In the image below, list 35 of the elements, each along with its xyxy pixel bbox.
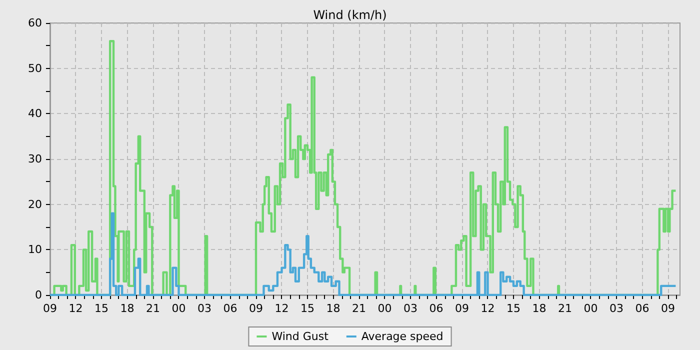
x-tick-label: 03 xyxy=(609,302,624,315)
y-tick-label: 10 xyxy=(28,243,42,256)
x-tick-label: 09 xyxy=(248,302,263,315)
x-tick-label: 06 xyxy=(223,302,238,315)
x-tick-label: 00 xyxy=(172,302,186,315)
x-tick-label: 12 xyxy=(480,302,495,315)
legend-label: Average speed xyxy=(361,330,444,343)
y-tick-label: 30 xyxy=(28,152,42,166)
x-tick-label: 03 xyxy=(197,302,212,315)
x-tick-label: 12 xyxy=(274,302,289,315)
y-tick-label: 40 xyxy=(28,107,42,120)
y-tick-label: 20 xyxy=(28,198,42,211)
x-tick-label: 00 xyxy=(378,302,392,315)
x-tick-label: 03 xyxy=(403,302,418,315)
x-tick-label: 00 xyxy=(584,302,598,315)
x-tick-label: 18 xyxy=(326,302,340,315)
x-tick-label: 18 xyxy=(120,302,134,315)
x-tick-label: 21 xyxy=(146,302,160,315)
x-tick-label: 21 xyxy=(558,302,572,315)
x-tick-label: 12 xyxy=(68,302,83,315)
x-tick-label: 06 xyxy=(429,302,444,315)
y-tick-label: 0 xyxy=(35,288,42,302)
x-tick-label: 15 xyxy=(300,302,314,315)
y-tick-label: 60 xyxy=(28,16,42,30)
x-tick-label: 09 xyxy=(43,302,57,315)
x-tick-label: 15 xyxy=(506,302,520,315)
x-tick-label: 21 xyxy=(352,302,366,315)
y-tick-label: 50 xyxy=(28,62,42,75)
x-tick-label: 09 xyxy=(660,302,675,315)
x-tick-label: 15 xyxy=(94,302,108,315)
x-tick-label: 09 xyxy=(454,302,469,315)
legend-label: Wind Gust xyxy=(272,330,330,343)
x-tick-label: 18 xyxy=(532,302,546,315)
x-tick-label: 06 xyxy=(635,302,650,315)
chart-title: Wind (km/h) xyxy=(313,8,387,22)
